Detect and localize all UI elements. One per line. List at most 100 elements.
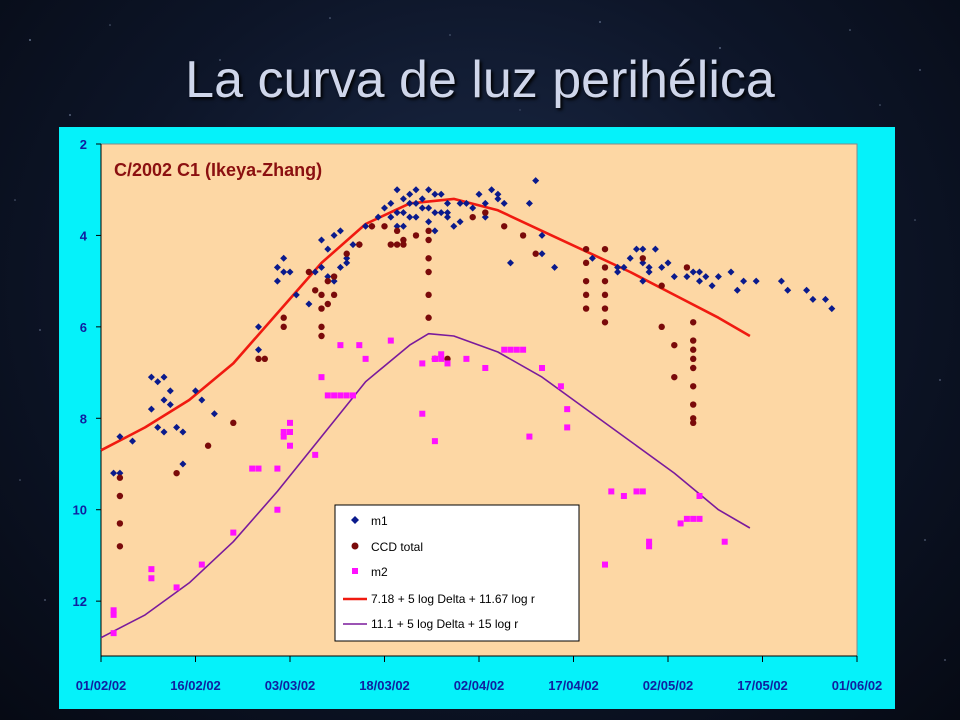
m1-point (399, 209, 407, 217)
ccd-point (425, 227, 432, 235)
m2-point (362, 355, 369, 362)
m1-point (488, 186, 496, 194)
x-tick-label: 16/02/02 (170, 678, 221, 693)
m1-point (280, 268, 288, 276)
ccd-point (425, 268, 432, 276)
m2-point (419, 410, 426, 417)
m1-point (273, 263, 281, 271)
m2-point (287, 419, 293, 426)
m1-point (255, 346, 262, 354)
m2-point (249, 465, 256, 472)
m2-point (198, 561, 205, 568)
m2-point (287, 429, 293, 435)
m1-point (651, 245, 659, 253)
m2-point (564, 424, 571, 431)
m2-point (110, 630, 117, 637)
m1-point (696, 277, 703, 285)
m1-point (318, 236, 325, 244)
legend-item-fit-red: 7.18 + 5 log Delta + 11.67 log r (343, 592, 535, 606)
m2-point (318, 374, 325, 381)
m1-point (450, 222, 458, 230)
ccd-point (425, 291, 432, 299)
ccd-point (639, 255, 646, 262)
m1-point (633, 245, 640, 253)
ccd-point (173, 469, 180, 477)
m1-point (444, 209, 451, 217)
m1-point (343, 254, 351, 262)
m1-point (658, 263, 666, 271)
m1-point (475, 190, 483, 198)
ccd-point (582, 245, 590, 253)
m1-point (532, 177, 540, 185)
ccd-point (690, 337, 697, 344)
m2-point (438, 351, 445, 358)
x-tick-label: 02/04/02 (454, 678, 505, 693)
m1-point (588, 254, 596, 262)
m2-point (337, 342, 344, 349)
m1-point (733, 286, 741, 294)
m1-point (406, 199, 414, 207)
ccd-point (324, 300, 331, 308)
ccd-point (482, 209, 489, 216)
ccd-point (318, 332, 325, 340)
ccd-point (255, 355, 262, 363)
m2-point (482, 365, 489, 371)
ccd-point (387, 241, 394, 248)
m1-point (645, 268, 653, 276)
legend-label-m2: m2 (371, 565, 388, 579)
m2-point (110, 611, 117, 618)
ccd-point (690, 319, 697, 326)
x-tick-label: 01/02/02 (76, 678, 127, 693)
chart-frame: 01/02/02 16/02/02 03/03/02 18/03/02 02/04/02… (59, 127, 895, 709)
m1-point (192, 387, 199, 395)
m1-point (179, 460, 187, 468)
x-tick-label: 03/03/02 (265, 678, 316, 693)
m1-point (828, 305, 836, 313)
m2-point (230, 529, 237, 536)
m2-point (255, 465, 262, 472)
m2-point (633, 488, 640, 495)
ccd-point (601, 277, 609, 285)
legend-marker-m1 (351, 516, 359, 524)
m1-point (381, 204, 388, 212)
ccd-point (116, 543, 124, 550)
m1-point (362, 222, 370, 230)
m1-point (330, 277, 338, 285)
m2-point (148, 566, 155, 573)
y-tick-label: 6 (80, 320, 87, 335)
m1-point (494, 195, 502, 203)
m2-point (557, 383, 564, 390)
x-tick-label: 17/04/02 (548, 678, 599, 693)
data-points (110, 177, 836, 637)
ccd-point (381, 223, 388, 230)
m2-point (507, 346, 514, 353)
ccd-point (400, 241, 407, 248)
y-tick-label: 12 (73, 594, 87, 609)
m1-point (702, 273, 710, 281)
m1-point (412, 186, 420, 194)
ccd-point (425, 255, 432, 262)
m1-point (336, 227, 344, 235)
m1-point (444, 213, 451, 221)
m1-point (727, 268, 735, 276)
m1-point (160, 373, 168, 381)
m1-point (166, 401, 174, 409)
m1-point (551, 263, 559, 271)
m1-point (494, 190, 502, 198)
m2-point (356, 342, 363, 349)
legend-marker-ccd-total (351, 542, 359, 550)
y-tick-label: 4 (80, 228, 88, 243)
ccd-point (330, 273, 338, 280)
m1-point (147, 405, 155, 413)
m2-point (513, 346, 520, 353)
axes: 01/02/02 16/02/02 03/03/02 18/03/02 02/04/02… (73, 137, 883, 693)
m1-point (437, 190, 445, 198)
m1-point (462, 199, 470, 207)
m1-point (412, 213, 420, 221)
m1-point (210, 410, 218, 418)
ccd-point (425, 314, 432, 321)
slide-title: La curva de luz perihélica (185, 51, 775, 109)
ccd-point (230, 419, 237, 427)
m1-point (160, 428, 168, 436)
ccd-point (412, 232, 420, 239)
